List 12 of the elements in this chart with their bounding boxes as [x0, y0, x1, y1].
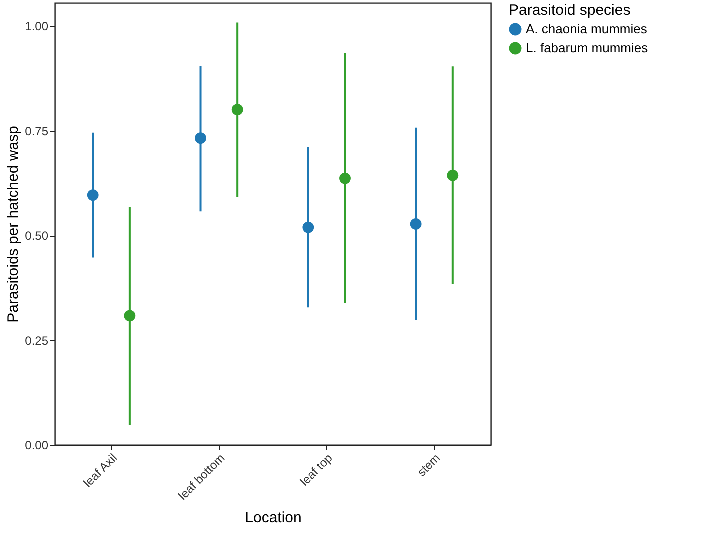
- x-axis-title: Location: [245, 509, 302, 526]
- legend-label: A. chaonia mummies: [526, 22, 648, 36]
- x-tick-label: leaf Axil: [80, 451, 120, 490]
- y-tick-label: 0.50: [25, 229, 49, 244]
- legend-title: Parasitoid species: [509, 2, 631, 19]
- y-axis-title: Parasitoids per hatched wasp: [5, 126, 22, 323]
- x-tick-label: leaf top: [298, 450, 336, 489]
- y-tick-label: 0.75: [25, 124, 49, 138]
- y-tick-label: 1.00: [25, 20, 49, 34]
- legend-label: L. fabarum mummies: [526, 40, 649, 56]
- y-tick-label: 0.25: [25, 334, 49, 348]
- y-tick-label: 0.00: [25, 438, 49, 452]
